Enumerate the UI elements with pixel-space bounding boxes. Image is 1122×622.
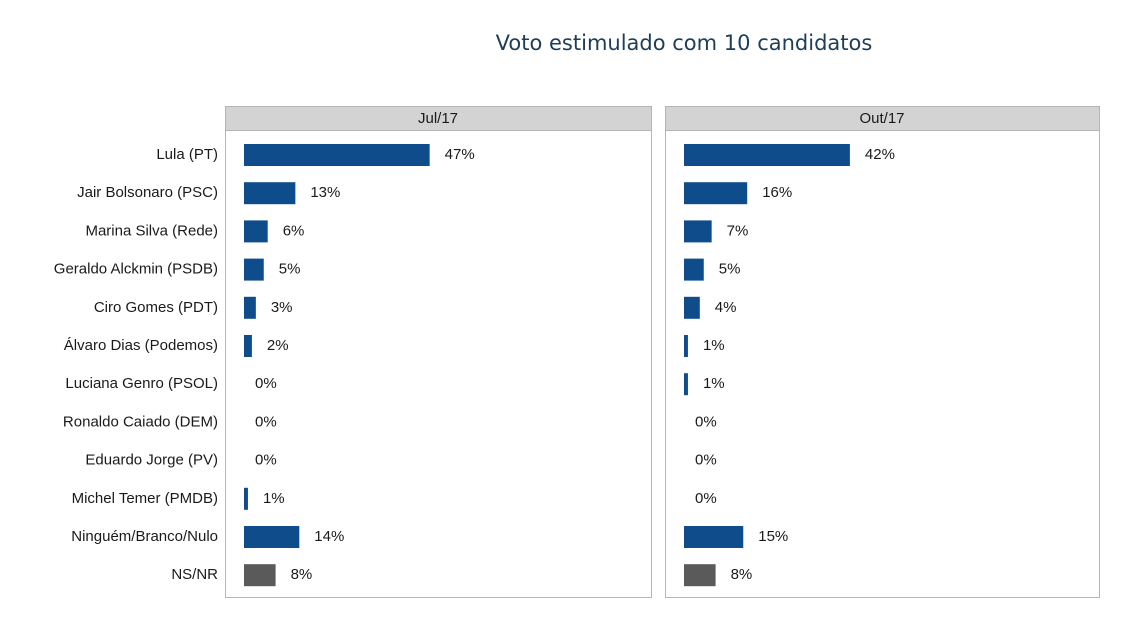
value-label: 16% (762, 184, 792, 201)
panel-frame (225, 106, 652, 598)
bar (244, 258, 264, 281)
value-label: 1% (703, 375, 725, 392)
value-label: 14% (314, 528, 344, 545)
value-label: 2% (267, 337, 289, 354)
value-label: 15% (758, 528, 788, 545)
value-label: 8% (291, 566, 313, 583)
value-label: 0% (695, 452, 717, 469)
bar (244, 220, 268, 243)
bar (244, 526, 300, 548)
bar (684, 220, 712, 243)
category-label: Michel Temer (PMDB) (72, 490, 218, 507)
value-label: 47% (445, 146, 475, 163)
bar (244, 335, 252, 357)
bar (244, 182, 296, 205)
category-label: Álvaro Dias (Podemos) (64, 337, 218, 354)
value-label: 4% (715, 299, 737, 316)
bar (684, 526, 744, 548)
bar (244, 564, 276, 587)
value-label: 42% (865, 146, 895, 163)
value-label: 1% (263, 490, 285, 507)
value-label: 0% (695, 413, 717, 430)
bar (684, 373, 688, 396)
value-label: 6% (283, 222, 305, 239)
panel-header (225, 106, 652, 131)
category-label: NS/NR (171, 566, 218, 583)
panel-header (665, 106, 1100, 131)
value-label: 0% (695, 490, 717, 507)
bar (684, 258, 704, 281)
value-label: 5% (279, 261, 301, 278)
bar (684, 144, 850, 166)
chart-title: Voto estimulado com 10 candidatos (496, 31, 873, 55)
bar (684, 564, 716, 587)
category-label: Jair Bolsonaro (PSC) (77, 184, 218, 201)
category-label: Geraldo Alckmin (PSDB) (54, 261, 218, 278)
value-label: 13% (310, 184, 340, 201)
value-label: 0% (255, 452, 277, 469)
value-label: 0% (255, 375, 277, 392)
panel-frame (665, 106, 1100, 598)
category-label: Marina Silva (Rede) (85, 222, 218, 239)
value-label: 3% (271, 299, 293, 316)
panel-title: Jul/17 (418, 110, 458, 127)
bar (684, 335, 688, 357)
bar (244, 144, 430, 166)
bar (684, 296, 700, 319)
category-label: Lula (PT) (156, 146, 218, 163)
category-label: Ninguém/Branco/Nulo (71, 528, 218, 545)
category-label: Ronaldo Caiado (DEM) (63, 413, 218, 430)
panel-title: Out/17 (859, 110, 904, 127)
value-label: 5% (719, 261, 741, 278)
bar (244, 296, 256, 319)
bar (684, 182, 748, 205)
category-label: Ciro Gomes (PDT) (94, 299, 218, 316)
category-label: Luciana Genro (PSOL) (65, 375, 218, 392)
value-label: 7% (727, 222, 749, 239)
bar (244, 487, 248, 510)
category-label: Eduardo Jorge (PV) (85, 452, 218, 469)
value-label: 8% (731, 566, 753, 583)
value-label: 0% (255, 413, 277, 430)
value-label: 1% (703, 337, 725, 354)
